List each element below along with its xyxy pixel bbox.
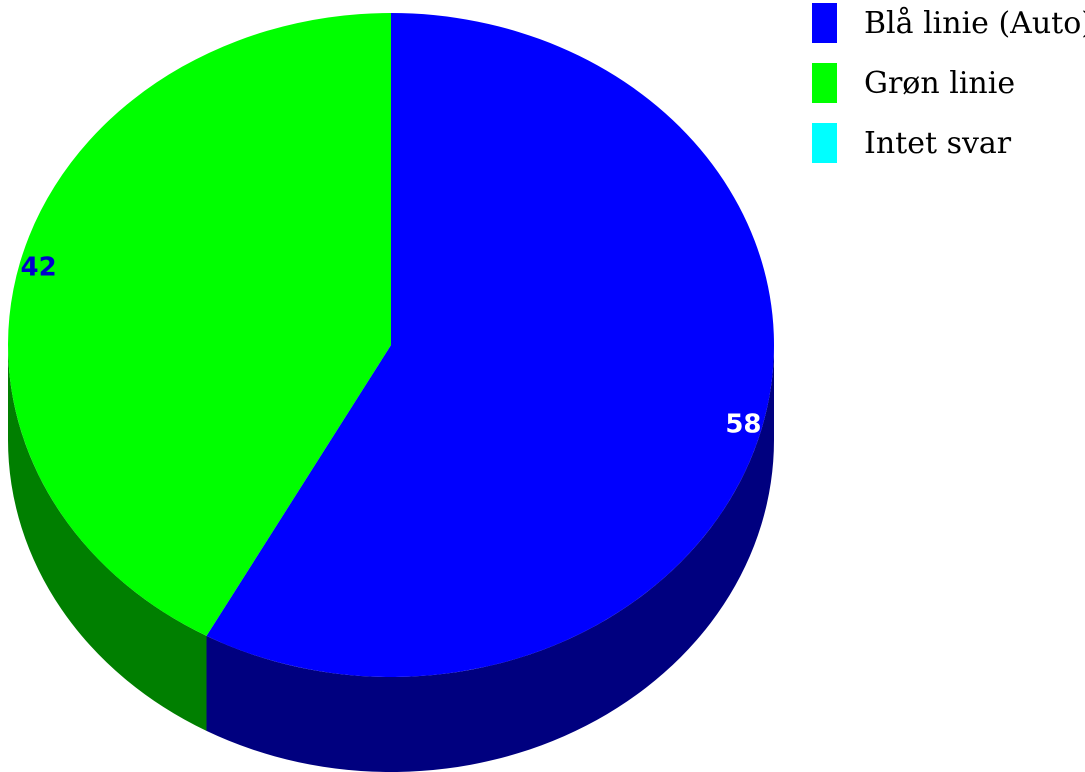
pie-side-bla-linie-auto	[206, 345, 774, 772]
pie-sides	[8, 345, 774, 772]
pie-slice-bla-linie-auto	[206, 13, 774, 678]
pie-side-gr-n-linie	[8, 345, 207, 731]
pie-tops	[8, 13, 774, 678]
legend-swatch-intet-svar	[812, 123, 837, 163]
data-label-gr-n-linie: 42	[20, 253, 56, 283]
legend: Blå linie (Auto) Grøn linie Intet svar	[812, 3, 1085, 163]
legend-label-gr-n-linie: Grøn linie	[864, 66, 1015, 101]
legend-label-bla-linie-auto: Blå linie (Auto)	[864, 6, 1085, 41]
legend-label-intet-svar: Intet svar	[864, 126, 1012, 161]
pie-slice-gr-n-linie	[8, 13, 391, 636]
data-label-bla-linie-auto: 58	[725, 409, 761, 439]
pie-data-labels: 58 42	[20, 253, 761, 440]
legend-swatch-bla-linie-auto	[812, 3, 837, 43]
legend-swatch-gr-n-linie	[812, 63, 837, 103]
